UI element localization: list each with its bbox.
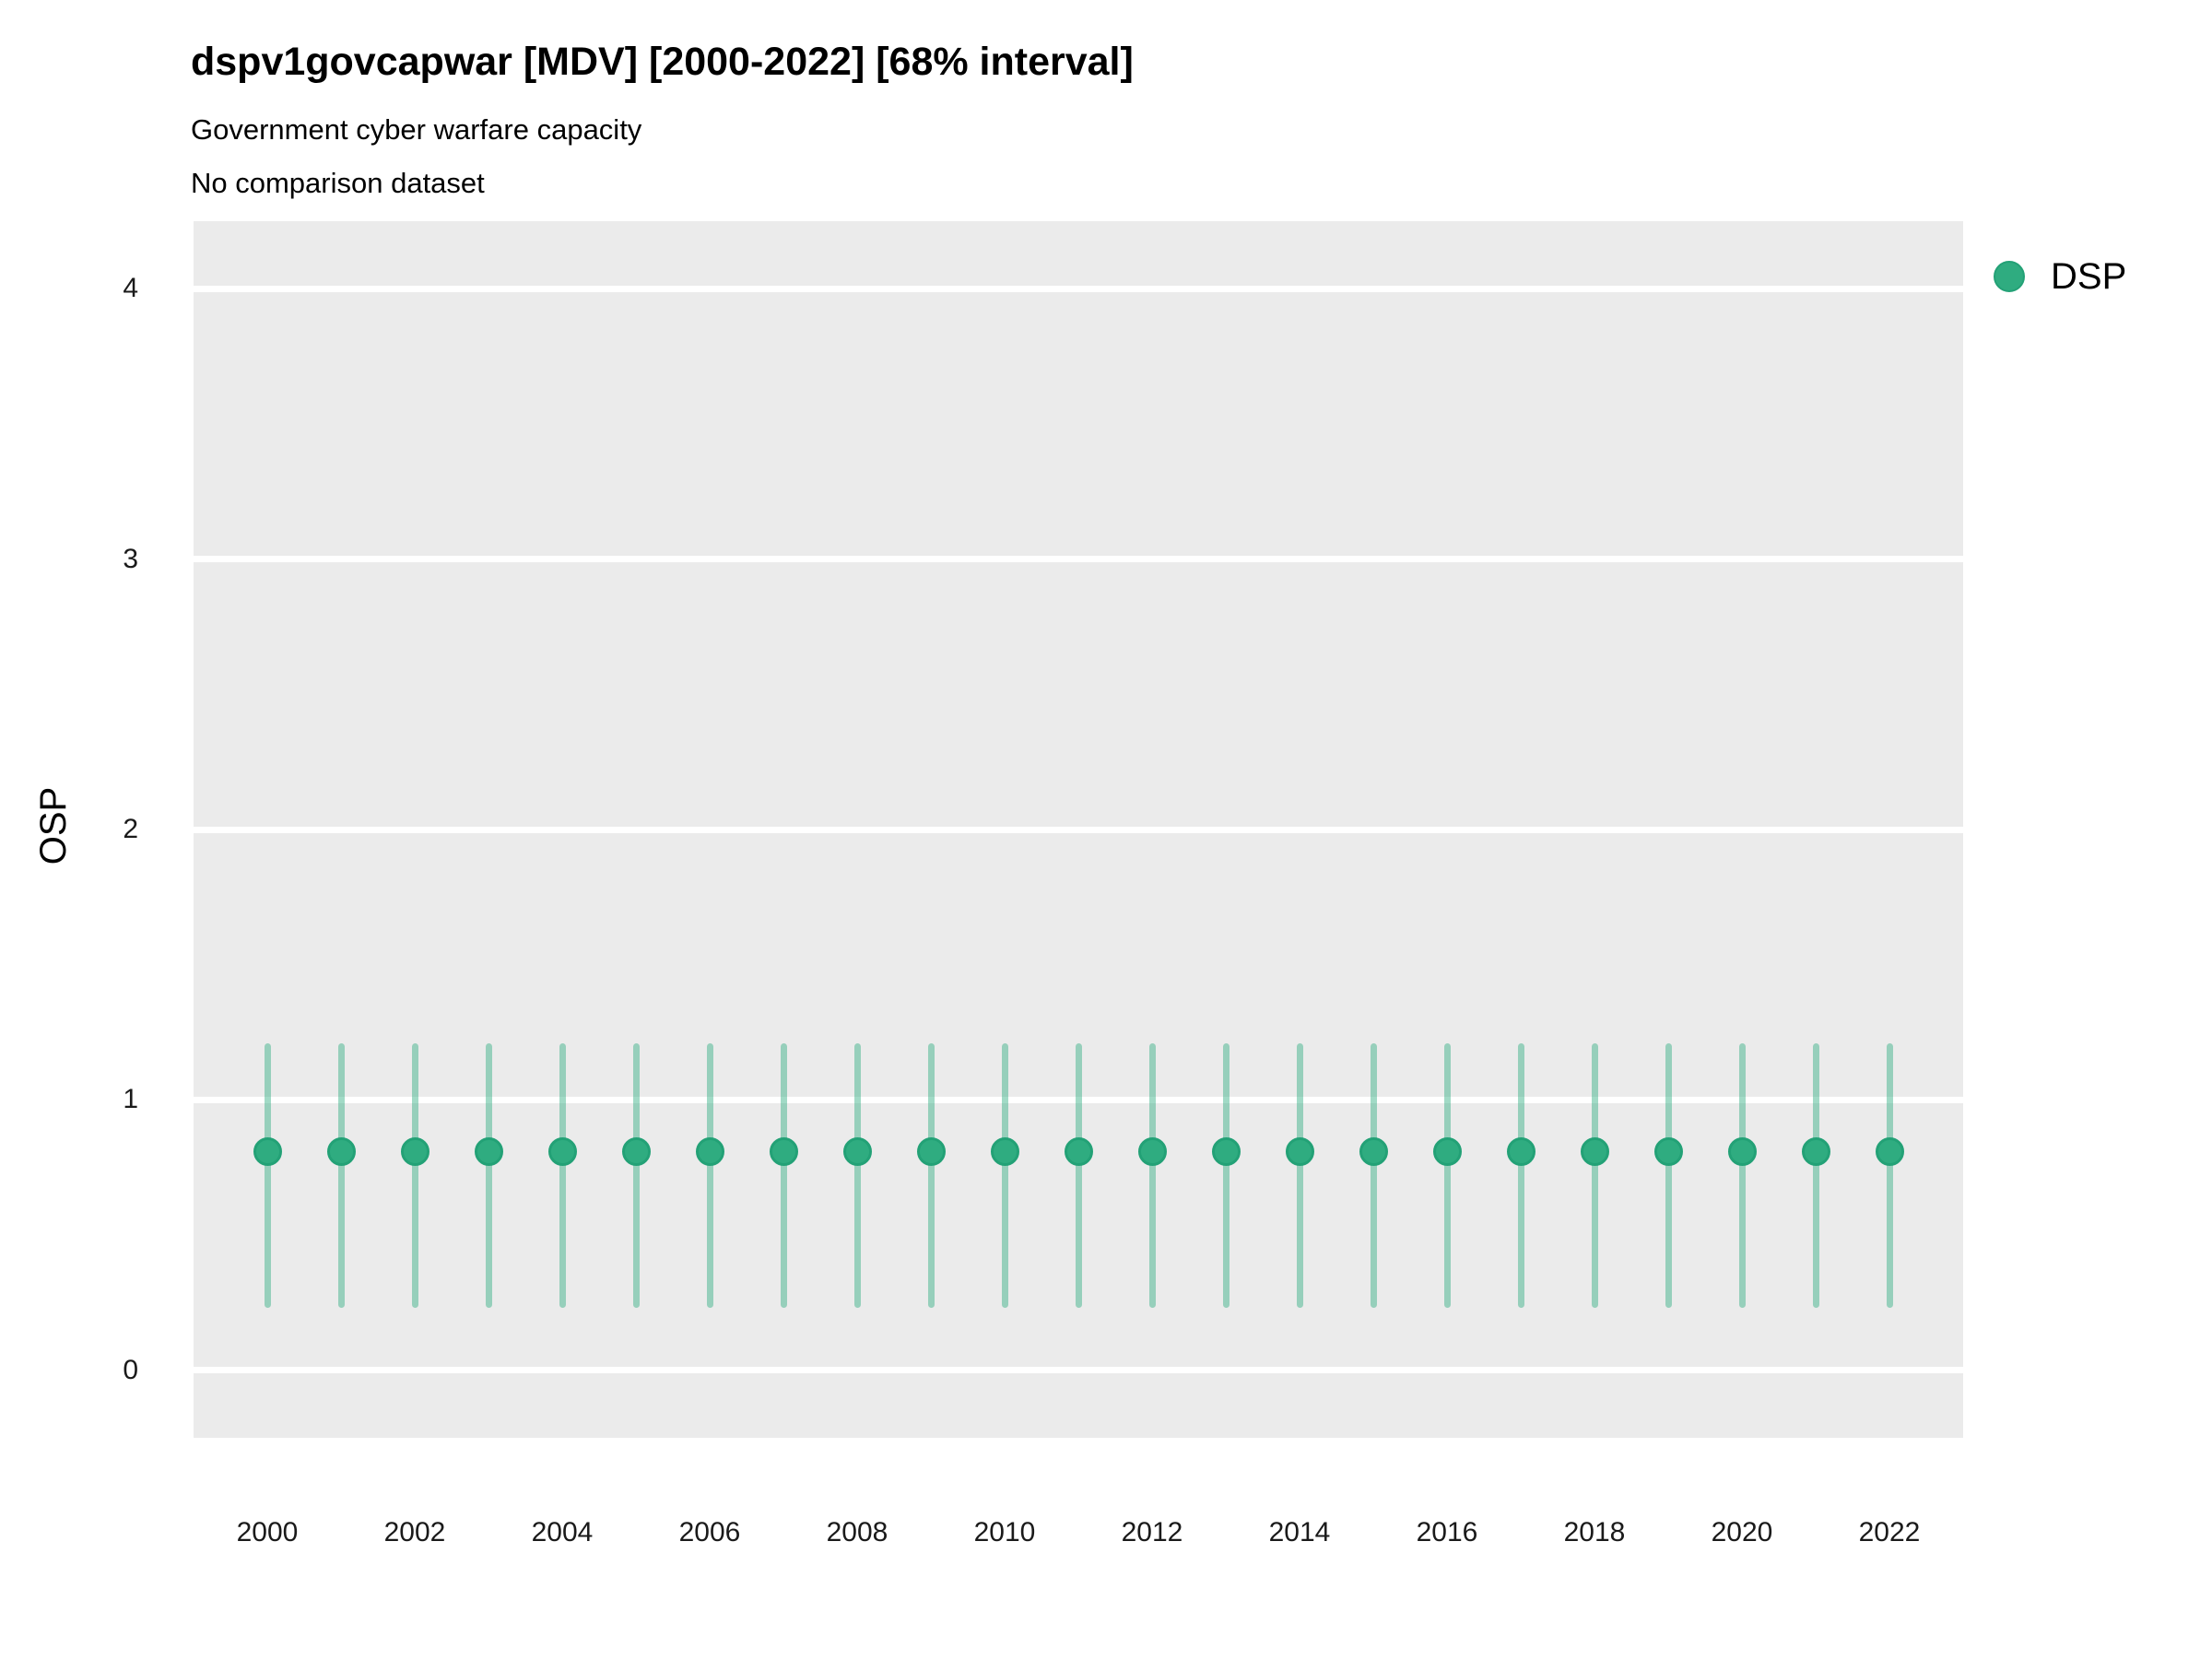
x-tick-label-2008: 2008 (826, 1517, 888, 1547)
x-tick-label-2002: 2002 (383, 1517, 446, 1547)
data-point-2012 (1137, 1136, 1167, 1166)
data-point-2008 (842, 1136, 872, 1166)
data-point-2006 (695, 1136, 724, 1166)
error-bar-2020 (1738, 1042, 1746, 1309)
error-bar-2011 (1075, 1042, 1082, 1309)
error-bar-2003 (485, 1042, 492, 1309)
chart-subtitle-line2: No comparison dataset (191, 167, 485, 199)
error-bar-2010 (1001, 1042, 1008, 1309)
data-point-2017 (1506, 1136, 1535, 1166)
error-bar-2021 (1812, 1042, 1819, 1309)
error-bar-2009 (927, 1042, 935, 1309)
data-point-2021 (1801, 1136, 1830, 1166)
error-bar-2005 (632, 1042, 640, 1309)
data-point-2010 (990, 1136, 1019, 1166)
y-tick-label-0: 0 (123, 1354, 138, 1385)
x-tick-label-2006: 2006 (678, 1517, 741, 1547)
gridline-y-3 (194, 556, 1963, 563)
error-bar-2016 (1443, 1042, 1451, 1309)
gridline-y-1 (194, 1096, 1963, 1103)
error-bar-2006 (706, 1042, 713, 1309)
legend-label-dsp: DSP (2051, 256, 2127, 297)
error-bar-2008 (853, 1042, 861, 1309)
data-point-2016 (1432, 1136, 1462, 1166)
gridline-y-4 (194, 285, 1963, 292)
data-point-2002 (400, 1136, 429, 1166)
error-bar-2007 (780, 1042, 787, 1309)
x-tick-label-2010: 2010 (973, 1517, 1036, 1547)
y-axis-title: OSP (33, 786, 74, 865)
x-tick-label-2016: 2016 (1416, 1517, 1478, 1547)
error-bar-2017 (1517, 1042, 1524, 1309)
legend-dot-dsp-icon (1994, 261, 2025, 292)
x-tick-label-2020: 2020 (1711, 1517, 1773, 1547)
x-tick-label-2012: 2012 (1121, 1517, 1183, 1547)
x-tick-label-2018: 2018 (1563, 1517, 1626, 1547)
error-bar-2019 (1665, 1042, 1672, 1309)
data-point-2003 (474, 1136, 503, 1166)
plot-panel (194, 221, 1963, 1438)
error-bar-2002 (411, 1042, 418, 1309)
data-point-2019 (1653, 1136, 1683, 1166)
error-bar-2013 (1222, 1042, 1230, 1309)
data-point-2014 (1285, 1136, 1314, 1166)
y-tick-label-3: 3 (123, 543, 138, 574)
error-bar-2012 (1148, 1042, 1156, 1309)
y-tick-label-2: 2 (123, 814, 138, 844)
y-tick-label-4: 4 (123, 273, 138, 304)
data-point-2018 (1580, 1136, 1609, 1166)
gridline-y-0 (194, 1367, 1963, 1374)
data-point-2004 (547, 1136, 577, 1166)
x-tick-label-2022: 2022 (1858, 1517, 1921, 1547)
error-bar-2000 (264, 1042, 271, 1309)
x-tick-label-2000: 2000 (236, 1517, 299, 1547)
x-tick-label-2014: 2014 (1268, 1517, 1331, 1547)
legend: DSP (1994, 257, 2126, 296)
error-bar-2018 (1591, 1042, 1598, 1309)
error-bar-2001 (337, 1042, 345, 1309)
error-bar-2022 (1886, 1042, 1893, 1309)
chart-subtitle-line1: Government cyber warfare capacity (191, 113, 642, 146)
y-tick-label-1: 1 (123, 1084, 138, 1115)
error-bar-2004 (559, 1042, 566, 1309)
data-point-2011 (1064, 1136, 1093, 1166)
data-point-2022 (1875, 1136, 1904, 1166)
error-bar-2015 (1370, 1042, 1377, 1309)
x-tick-label-2004: 2004 (531, 1517, 594, 1547)
data-point-2007 (769, 1136, 798, 1166)
chart-title: dspv1govcapwar [MDV] [2000-2022] [68% in… (191, 40, 1134, 84)
error-bar-2014 (1296, 1042, 1303, 1309)
data-point-2001 (326, 1136, 356, 1166)
data-point-2005 (621, 1136, 651, 1166)
gridline-y-2 (194, 826, 1963, 833)
data-point-2020 (1727, 1136, 1757, 1166)
data-point-2000 (253, 1136, 282, 1166)
data-point-2013 (1211, 1136, 1241, 1166)
data-point-2009 (916, 1136, 946, 1166)
data-point-2015 (1359, 1136, 1388, 1166)
